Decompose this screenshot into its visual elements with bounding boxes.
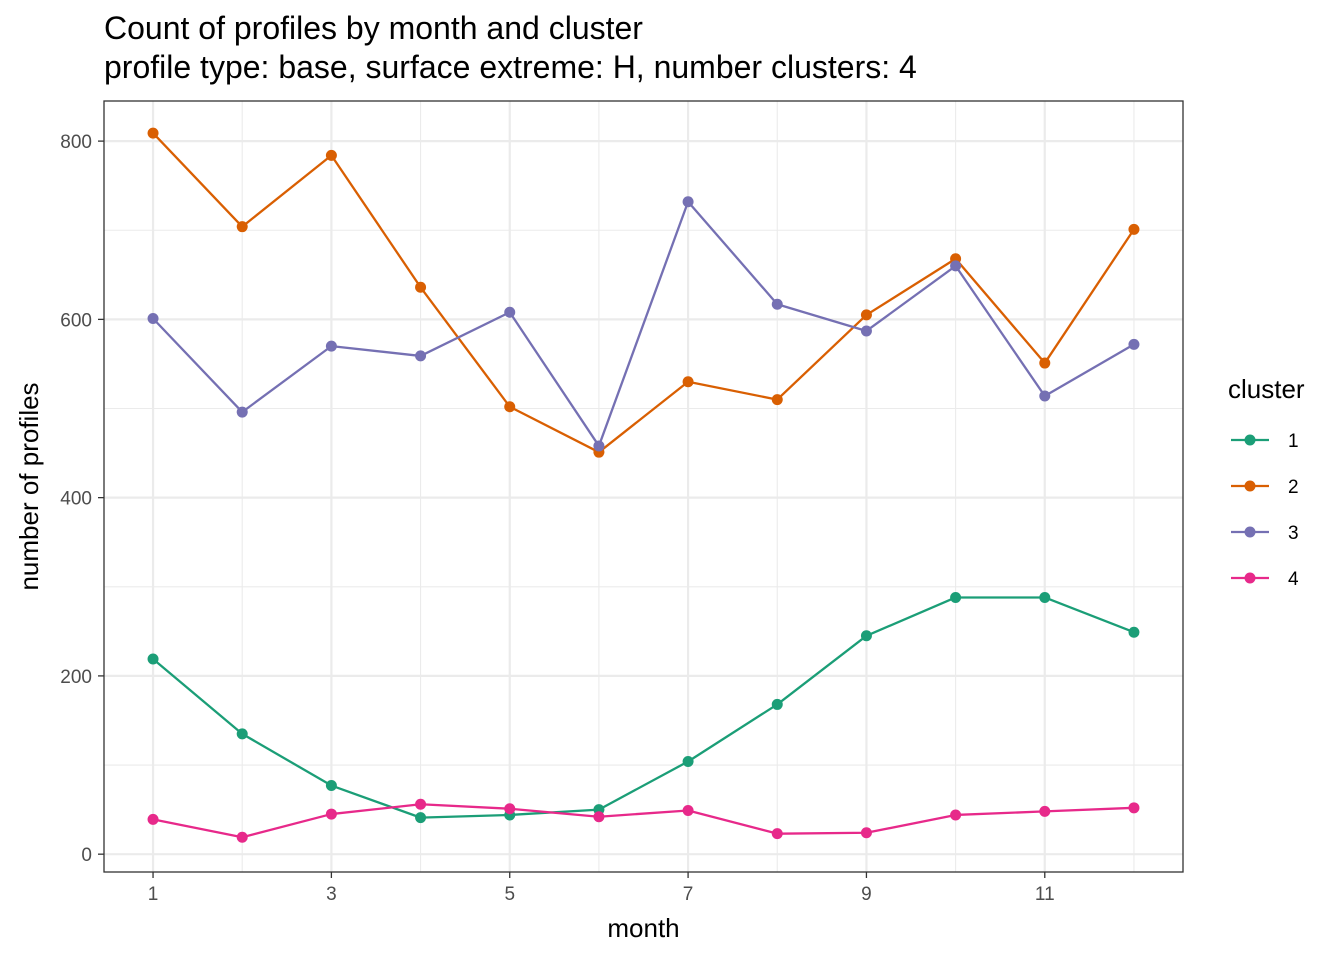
data-point-cluster-1 [325,780,337,792]
data-point-cluster-4 [771,828,783,840]
series-line-cluster-2 [152,132,1135,454]
y-tick-label: 600 [60,310,92,331]
data-point-cluster-1 [682,755,694,767]
data-point-cluster-3 [147,312,159,324]
data-point-cluster-2 [236,221,248,233]
data-point-cluster-2 [771,394,783,406]
data-point-cluster-4 [950,809,962,821]
x-tick-label: 3 [326,884,337,905]
data-point-cluster-4 [682,804,694,816]
data-point-cluster-2 [682,376,694,388]
data-point-cluster-3 [950,260,962,272]
legend-label-cluster-3: 3 [1288,523,1299,544]
x-tick-label: 11 [1035,884,1055,905]
major-gridlines [104,101,1183,872]
x-tick-label: 7 [683,884,694,905]
data-point-cluster-3 [415,350,427,362]
data-point-cluster-4 [1128,802,1140,814]
data-point-cluster-3 [504,306,516,318]
legend-label-cluster-1: 1 [1288,431,1299,452]
data-point-cluster-3 [236,406,248,418]
data-point-cluster-4 [325,808,337,820]
data-point-cluster-1 [1128,626,1140,638]
x-axis-title: month [607,913,679,943]
data-point-cluster-3 [1039,390,1051,402]
data-point-cluster-1 [415,812,427,824]
minor-gridlines [104,101,1183,872]
data-point-cluster-3 [682,196,694,208]
y-tick-label: 400 [60,489,92,510]
legend-key-point-cluster-4 [1244,572,1256,584]
series-layer [147,127,1140,843]
data-point-cluster-3 [325,340,337,352]
legend: cluster 1 2 3 4 [1228,374,1305,590]
legend-label-cluster-2: 2 [1288,477,1299,498]
chart-subtitle: profile type: base, surface extreme: H, … [104,49,917,85]
legend-key-point-cluster-3 [1244,526,1256,538]
data-point-cluster-1 [950,591,962,603]
data-point-cluster-1 [860,630,872,642]
legend-label-cluster-4: 4 [1288,569,1299,590]
data-point-cluster-4 [504,803,516,815]
x-tick-label: 5 [504,884,515,905]
data-point-cluster-3 [771,298,783,310]
x-tick-label: 1 [148,884,159,905]
legend-key-point-cluster-1 [1244,434,1256,446]
chart-title: Count of profiles by month and cluster [104,10,643,46]
data-point-cluster-1 [1039,591,1051,603]
y-tick-label: 0 [81,845,92,866]
data-point-cluster-2 [325,149,337,161]
data-point-cluster-4 [593,811,605,823]
y-tick-label: 800 [60,132,92,153]
data-point-cluster-2 [1128,223,1140,235]
data-point-cluster-2 [504,401,516,413]
data-point-cluster-2 [860,309,872,321]
data-point-cluster-3 [1128,338,1140,350]
y-tick-label: 200 [60,667,92,688]
data-point-cluster-3 [593,440,605,452]
series-line-cluster-1 [152,596,1135,819]
data-point-cluster-4 [1039,805,1051,817]
series-line-cluster-3 [152,200,1135,448]
data-point-cluster-4 [415,798,427,810]
x-axis: 1 3 5 7 9 11 [148,872,1055,905]
data-point-cluster-3 [860,325,872,337]
data-point-cluster-1 [771,698,783,710]
data-point-cluster-4 [147,813,159,825]
data-point-cluster-2 [147,127,159,139]
y-axis-title: number of profiles [14,382,44,590]
data-point-cluster-2 [1039,357,1051,369]
data-point-cluster-2 [415,281,427,293]
legend-title: cluster [1228,374,1305,404]
data-point-cluster-1 [236,728,248,740]
data-point-cluster-4 [236,831,248,843]
x-tick-label: 9 [861,884,872,905]
legend-key-point-cluster-2 [1244,480,1256,492]
series-line-cluster-4 [152,803,1135,839]
y-axis: 0 200 400 600 800 [60,132,104,866]
data-point-cluster-4 [860,827,872,839]
data-point-cluster-1 [147,653,159,665]
plot-panel-border [103,100,1184,873]
